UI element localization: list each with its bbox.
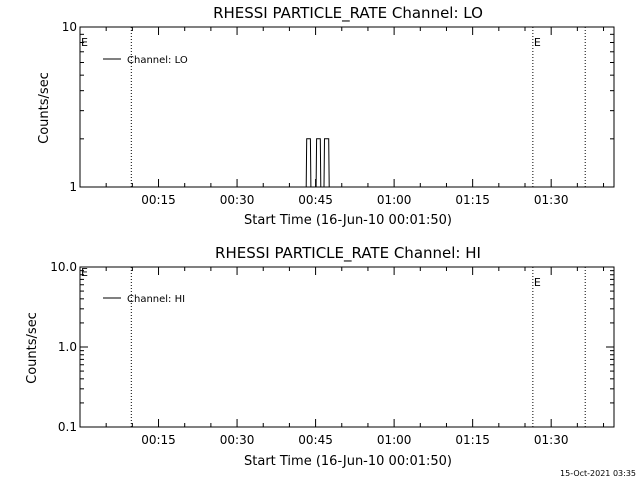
event-marker-label: E [534,36,541,49]
x-tick-label: 00:45 [298,193,333,207]
x-tick-label: 01:15 [455,433,490,447]
x-tick-label: 01:30 [534,433,569,447]
y-tick-label: 10 [62,20,77,34]
y-axis-label: Counts/sec [37,72,52,144]
x-tick-label: 00:15 [141,433,176,447]
x-axis-label: Start Time (16-Jun-10 00:01:50) [244,454,452,469]
chart-hi: RHESSI PARTICLE_RATE Channel: HI Start T… [25,244,615,469]
x-axis-label: Start Time (16-Jun-10 00:01:50) [244,213,452,228]
x-tick-label: 00:30 [220,193,255,207]
x-tick-label: 00:45 [298,433,333,447]
event-marker-label: E [534,276,541,289]
x-tick-label: 00:15 [141,193,176,207]
y-tick-label: 1 [69,180,77,194]
y-axis-label: Counts/sec [25,312,40,384]
plot-frame [79,26,615,188]
left-marker-label: E [81,36,88,49]
y-tick-label: 0.1 [58,420,77,434]
chart-title: RHESSI PARTICLE_RATE Channel: LO [213,4,483,23]
left-marker-label: E [81,266,88,279]
x-tick-label: 01:30 [534,193,569,207]
footer-timestamp: 15-Oct-2021 03:35 [560,469,636,478]
x-tick-label: 01:00 [377,433,412,447]
x-tick-label: 01:15 [455,193,490,207]
legend-label: Channel: HI [127,294,185,305]
chart-lo: RHESSI PARTICLE_RATE Channel: LO Start T… [37,4,615,228]
x-tick-label: 01:00 [377,193,412,207]
x-tick-label: 00:30 [220,433,255,447]
plot-frame [79,266,615,428]
legend-label: Channel: LO [127,55,188,66]
chart-title: RHESSI PARTICLE_RATE Channel: HI [215,244,481,263]
series-line [80,138,614,188]
y-tick-label: 10.0 [50,260,77,274]
y-tick-label: 1.0 [58,340,77,354]
